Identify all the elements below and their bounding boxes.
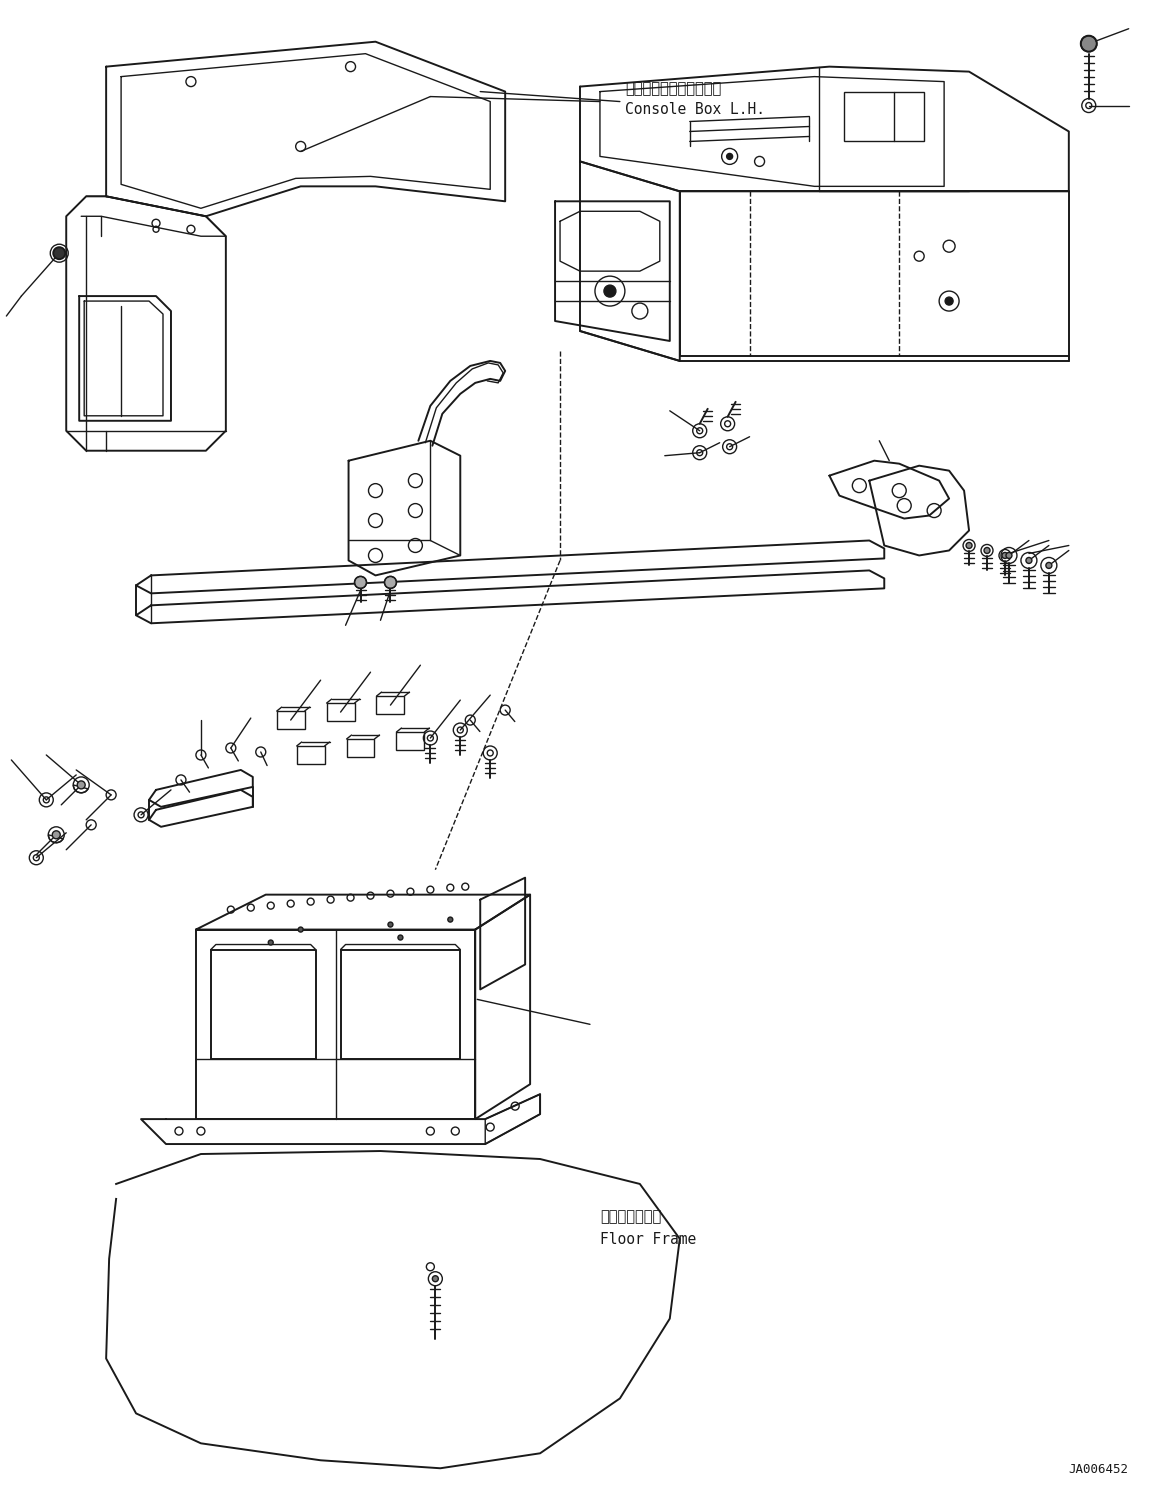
Circle shape: [983, 548, 990, 554]
Circle shape: [727, 154, 732, 160]
Text: フロアフレーム: フロアフレーム: [600, 1209, 661, 1223]
Circle shape: [268, 940, 273, 944]
Circle shape: [398, 935, 403, 940]
Bar: [845, 91, 924, 142]
Circle shape: [78, 780, 86, 789]
Circle shape: [52, 831, 60, 839]
Circle shape: [1081, 36, 1097, 52]
Circle shape: [299, 927, 303, 932]
Circle shape: [354, 576, 367, 588]
Text: JA006452: JA006452: [1069, 1464, 1129, 1476]
Circle shape: [1026, 558, 1032, 564]
Circle shape: [384, 576, 397, 588]
Circle shape: [433, 1276, 439, 1282]
Circle shape: [448, 918, 452, 922]
Text: Floor Frame: Floor Frame: [600, 1232, 697, 1247]
Circle shape: [966, 543, 972, 549]
Circle shape: [945, 297, 953, 304]
Circle shape: [604, 285, 616, 297]
Circle shape: [1005, 552, 1012, 558]
Circle shape: [1002, 552, 1008, 558]
Circle shape: [53, 248, 65, 260]
Circle shape: [1046, 562, 1052, 568]
Text: コンソールボックス　左: コンソールボックス 左: [625, 82, 721, 97]
Circle shape: [388, 922, 393, 927]
Text: Console Box L.H.: Console Box L.H.: [625, 101, 765, 116]
